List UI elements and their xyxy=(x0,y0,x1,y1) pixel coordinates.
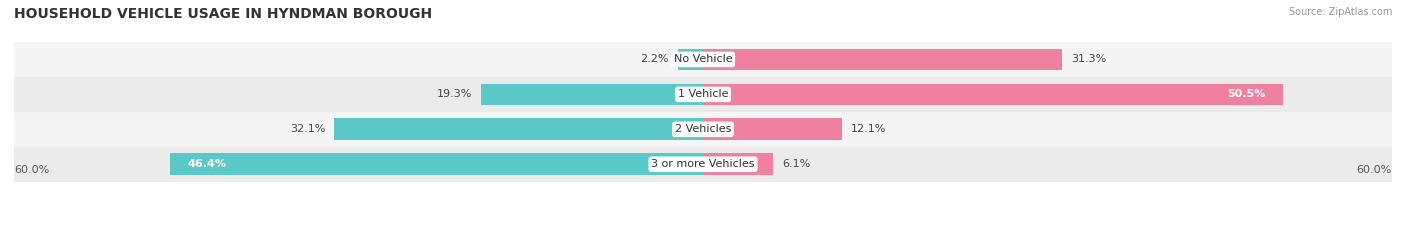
Bar xyxy=(481,84,703,105)
Text: 2.2%: 2.2% xyxy=(640,55,669,64)
Bar xyxy=(335,118,703,140)
Text: 19.3%: 19.3% xyxy=(437,89,472,99)
Text: 3 or more Vehicles: 3 or more Vehicles xyxy=(651,159,755,169)
Text: 32.1%: 32.1% xyxy=(290,124,325,134)
Bar xyxy=(703,84,1282,105)
Bar xyxy=(14,77,1392,112)
Bar xyxy=(14,112,1392,147)
Text: 46.4%: 46.4% xyxy=(187,159,226,169)
Text: Source: ZipAtlas.com: Source: ZipAtlas.com xyxy=(1288,7,1392,17)
Text: 1 Vehicle: 1 Vehicle xyxy=(678,89,728,99)
Text: 60.0%: 60.0% xyxy=(1357,165,1392,175)
Bar xyxy=(14,147,1392,182)
Text: 60.0%: 60.0% xyxy=(14,165,49,175)
Text: 31.3%: 31.3% xyxy=(1071,55,1107,64)
Bar xyxy=(703,118,842,140)
Bar xyxy=(170,154,703,175)
Text: No Vehicle: No Vehicle xyxy=(673,55,733,64)
Text: 50.5%: 50.5% xyxy=(1227,89,1265,99)
Text: HOUSEHOLD VEHICLE USAGE IN HYNDMAN BOROUGH: HOUSEHOLD VEHICLE USAGE IN HYNDMAN BOROU… xyxy=(14,7,432,21)
Bar xyxy=(703,49,1063,70)
Text: 6.1%: 6.1% xyxy=(782,159,810,169)
Text: 2 Vehicles: 2 Vehicles xyxy=(675,124,731,134)
Text: 12.1%: 12.1% xyxy=(851,124,887,134)
Bar xyxy=(678,49,703,70)
Bar xyxy=(14,42,1392,77)
Bar xyxy=(703,154,773,175)
